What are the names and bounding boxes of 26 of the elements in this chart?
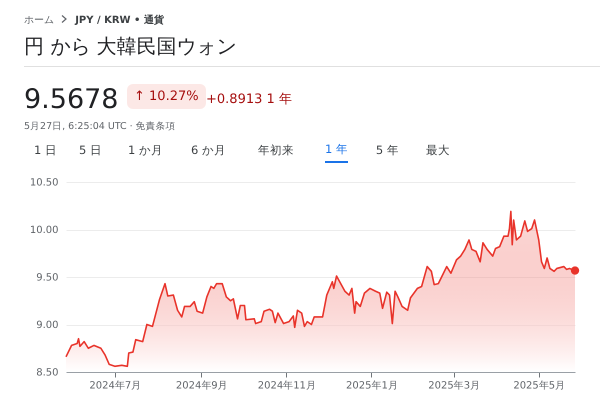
x-tick-label: 2025年3月: [428, 380, 480, 392]
x-tick-label: 2025年5月: [513, 380, 566, 392]
text: 年初来: [258, 140, 294, 163]
text: 1 年: [324, 140, 348, 163]
chart-title: 円 から 大韓民国ウォン: [24, 33, 237, 60]
text: JPY / KRW • 通貨: [75, 15, 164, 26]
text: 1 日: [34, 140, 57, 163]
text: 9.5678: [24, 84, 118, 115]
y-tick-label: 9.00: [36, 320, 58, 331]
y-tick-label: 10.50: [30, 178, 58, 188]
x-tick-label: 2024年11月: [258, 380, 316, 392]
text: 5 日: [78, 140, 102, 163]
text: 1 か月: [128, 140, 163, 163]
text: +0.8913 1 年: [206, 91, 292, 108]
x-tick-label: 2024年7月: [89, 380, 142, 392]
y-tick-label: 9.50: [36, 272, 58, 284]
x-tick-label: 2025年1月: [346, 380, 398, 392]
y-tick-label: 10.00: [30, 225, 58, 236]
text: ↑ 10.27%: [127, 84, 206, 109]
text: ホーム: [24, 15, 54, 26]
x-tick-label: 2024年9月: [176, 380, 228, 392]
text: 6 か月: [190, 140, 226, 163]
text: 5 年: [376, 140, 399, 163]
text: 最大: [426, 140, 450, 163]
y-tick-label: 8.50: [36, 368, 58, 378]
text: 5月27日, 6:25:04 UTC · 免責条項: [24, 120, 176, 133]
